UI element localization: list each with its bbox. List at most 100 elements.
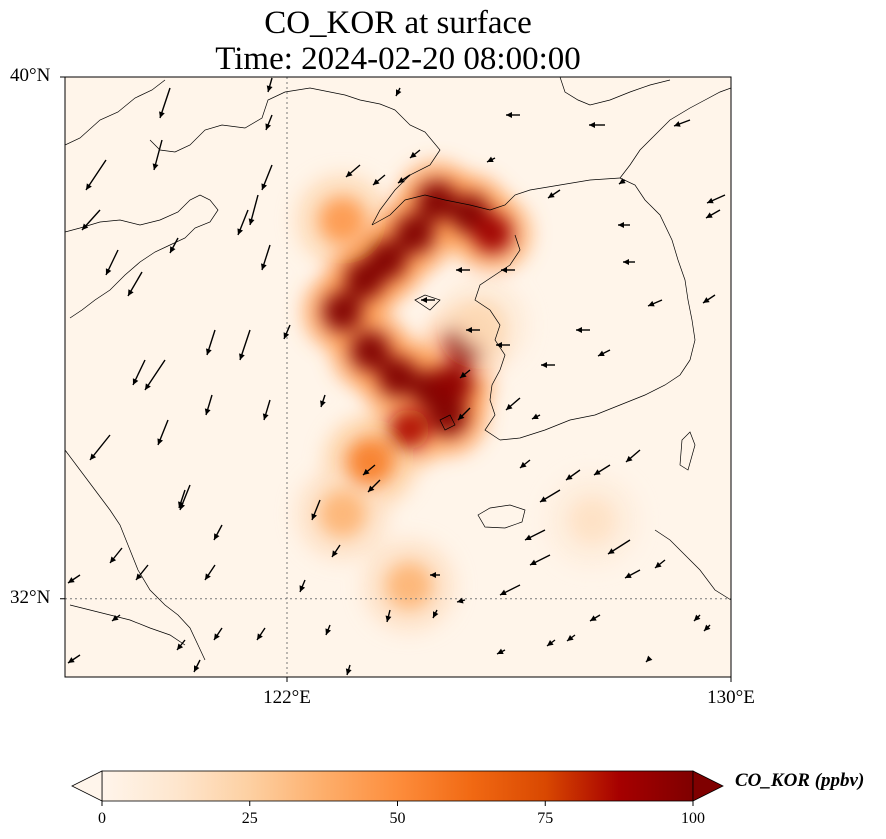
wind-arrow bbox=[157, 419, 169, 446]
plume-cell bbox=[389, 409, 430, 450]
plume-cell bbox=[568, 496, 617, 545]
wind-arrow bbox=[618, 178, 626, 185]
wind-arrow bbox=[325, 624, 332, 636]
colorbar-tick-label: 25 bbox=[241, 810, 258, 827]
korea-bay-coast bbox=[371, 177, 621, 226]
wind-arrow bbox=[111, 614, 121, 622]
wind-arrow bbox=[565, 469, 581, 481]
wind-arrow bbox=[501, 267, 515, 273]
plume-cell bbox=[416, 180, 457, 221]
korea-south-coast bbox=[499, 359, 691, 441]
plume-cell bbox=[472, 213, 513, 254]
wind-arrow bbox=[237, 209, 249, 236]
wind-arrow bbox=[193, 659, 201, 673]
jeju-island bbox=[477, 504, 526, 529]
lon-label-130e: 130°E bbox=[707, 687, 755, 708]
colorbar-tick-label: 0 bbox=[98, 810, 106, 827]
tsushima-island bbox=[679, 431, 696, 471]
wind-arrow bbox=[593, 464, 611, 476]
wind-arrow bbox=[89, 434, 111, 461]
wind-arrow bbox=[432, 609, 439, 619]
colorbar-tick-label: 50 bbox=[389, 810, 406, 827]
plume-cell bbox=[344, 259, 385, 300]
wind-arrow bbox=[132, 359, 146, 386]
plume-cell bbox=[457, 300, 506, 349]
wind-arrow bbox=[265, 114, 273, 131]
wind-arrow bbox=[654, 559, 666, 569]
wind-arrow bbox=[531, 413, 541, 420]
wind-arrow bbox=[505, 397, 521, 411]
wind-arrow bbox=[311, 499, 321, 521]
wind-vectors bbox=[67, 77, 726, 676]
wind-arrow bbox=[261, 164, 273, 191]
wind-arrow bbox=[397, 174, 411, 184]
wind-arrow bbox=[623, 259, 635, 265]
wind-arrow bbox=[496, 342, 510, 348]
wind-arrow bbox=[362, 464, 376, 476]
wind-arrow bbox=[607, 539, 631, 555]
wind-arrow bbox=[256, 627, 266, 641]
wind-arrow bbox=[372, 174, 386, 186]
wind-arrow bbox=[456, 267, 470, 273]
wind-arrow bbox=[589, 122, 605, 128]
wind-arrow bbox=[367, 479, 381, 493]
china-coast-south bbox=[65, 449, 206, 661]
wind-arrow bbox=[85, 159, 107, 191]
wind-arrow bbox=[283, 324, 291, 340]
wind-arrow bbox=[706, 194, 726, 204]
wind-arrow bbox=[539, 489, 561, 503]
wind-arrow bbox=[524, 529, 546, 541]
korea-east-coast bbox=[619, 177, 696, 361]
map-title-line1: CO_KOR at surface bbox=[264, 5, 532, 41]
wind-arrow bbox=[457, 407, 471, 421]
wind-arrow bbox=[499, 584, 521, 596]
wind-arrow bbox=[178, 489, 186, 509]
china-coast-north bbox=[65, 79, 166, 146]
wind-arrow bbox=[624, 569, 641, 579]
korea-north-coast bbox=[559, 77, 671, 106]
colorbar-tick-label: 100 bbox=[681, 810, 705, 827]
wind-arrow bbox=[421, 297, 435, 303]
colorbar-body bbox=[101, 770, 694, 802]
concentration-field bbox=[294, 160, 641, 634]
wind-arrow bbox=[204, 564, 216, 581]
wind-arrow bbox=[248, 194, 259, 226]
wind-arrow bbox=[159, 87, 171, 119]
wind-arrow bbox=[345, 164, 361, 178]
plume-cell bbox=[385, 561, 434, 610]
wind-arrow bbox=[320, 394, 326, 408]
plume-cell bbox=[322, 291, 363, 332]
wind-arrow bbox=[213, 627, 223, 641]
wind-arrow bbox=[647, 299, 663, 307]
wind-arrow bbox=[541, 362, 555, 368]
wind-arrow bbox=[299, 579, 306, 593]
wind-arrow bbox=[67, 574, 81, 584]
lat-label-40n: 40°N bbox=[10, 65, 51, 86]
wind-arrow bbox=[625, 449, 641, 463]
wind-arrow bbox=[673, 119, 691, 127]
wind-arrow bbox=[546, 639, 556, 647]
yangtze-estuary bbox=[69, 604, 186, 646]
colorbar bbox=[71, 770, 724, 806]
korea-bay-island-west bbox=[414, 294, 441, 311]
wind-arrow bbox=[459, 369, 471, 379]
plume-cell bbox=[318, 489, 367, 538]
wind-arrow bbox=[395, 87, 402, 97]
wind-arrow bbox=[144, 359, 166, 391]
colorbar-extend-max bbox=[692, 770, 724, 802]
wind-arrow bbox=[466, 327, 480, 333]
wind-arrow bbox=[705, 209, 721, 219]
wind-arrow bbox=[169, 237, 179, 254]
wind-arrow bbox=[385, 609, 392, 623]
wind-arrow bbox=[547, 189, 561, 199]
wind-arrow bbox=[345, 664, 352, 676]
map-frame bbox=[64, 76, 732, 678]
wind-arrow bbox=[702, 294, 716, 304]
colorbar-extend-min bbox=[71, 770, 103, 802]
wind-arrow bbox=[486, 156, 496, 163]
wind-arrow bbox=[519, 459, 531, 469]
wind-arrow bbox=[260, 244, 271, 271]
lat-label-32n: 32°N bbox=[10, 586, 51, 608]
map-title-line2: Time: 2024-02-20 08:00:00 bbox=[215, 41, 581, 77]
